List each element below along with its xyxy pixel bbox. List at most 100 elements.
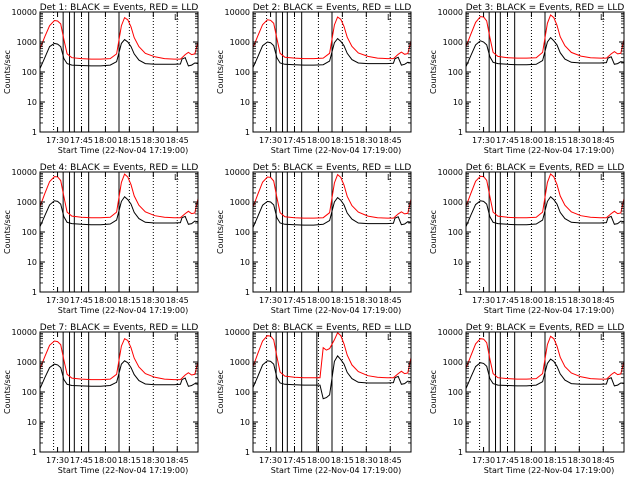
y-tick-label: 100 [448,68,463,77]
y-tick-label: 10000 [12,8,37,17]
events-series-line [465,358,625,389]
y-tick-label: 100 [448,388,463,397]
y-tick-label: 10 [27,418,37,427]
y-axis-label: Counts/sec [216,210,225,254]
y-tick-label: 1000 [17,358,37,367]
corner-mark-label: L [174,173,179,182]
y-tick-label: 100 [235,388,250,397]
events-series-line [39,360,199,389]
y-tick-label: 1 [458,448,463,457]
detector-panel-7: L 1 10 100 1000 10000 17:30 17:45 18:00 18:15 18:3… [3,323,199,475]
y-tick-label: 10 [453,98,463,107]
panel-title: Det 6: BLACK = Events, RED = LLD [466,163,625,173]
lld-series-line [252,173,412,219]
x-axis-label: Start Time (22-Nov-04 17:19:00) [271,466,401,475]
x-tick-label: 18:00 [307,456,330,465]
x-tick-label: 18:30 [355,456,378,465]
lld-series-line [252,331,412,379]
y-axis-label: Counts/sec [3,370,12,414]
y-tick-label: 1 [245,448,250,457]
x-tick-label: 18:15 [544,136,567,145]
y-tick-label: 100 [22,68,37,77]
corner-mark-label: L [600,13,605,22]
x-tick-label: 18:30 [568,456,591,465]
x-tick-label: 18:15 [118,456,141,465]
y-tick-label: 10 [27,98,37,107]
corner-mark-label: L [600,173,605,182]
x-tick-label: 17:45 [283,456,306,465]
y-tick-label: 10 [27,258,37,267]
y-tick-label: 100 [448,228,463,237]
events-series-line [252,196,412,228]
x-tick-label: 17:45 [70,456,93,465]
x-tick-label: 18:45 [166,456,189,465]
x-tick-label: 18:00 [520,296,543,305]
detector-panel-9: L 1 10 100 1000 10000 17:30 17:45 18:00 18:15 18:3… [429,323,625,475]
panel-title: Det 3: BLACK = Events, RED = LLD [466,3,625,13]
y-axis-label: Counts/sec [3,210,12,254]
detector-panel-3: L 1 10 100 1000 10000 17:30 17:45 18:00 18:15 18:3… [429,3,625,155]
panel-title: Det 1: BLACK = Events, RED = LLD [40,3,199,13]
x-tick-label: 18:30 [568,136,591,145]
x-tick-label: 17:30 [46,136,69,145]
x-tick-label: 17:45 [496,296,519,305]
x-tick-label: 17:45 [283,296,306,305]
y-axis-label: Counts/sec [216,50,225,94]
panel-title: Det 7: BLACK = Events, RED = LLD [40,323,199,333]
x-tick-label: 18:45 [379,136,402,145]
corner-mark-label: L [387,13,392,22]
y-tick-label: 10 [453,418,463,427]
x-tick-label: 17:30 [46,296,69,305]
events-series-line [39,38,199,69]
x-tick-label: 18:15 [544,456,567,465]
y-tick-label: 1 [32,128,37,137]
x-axis-label: Start Time (22-Nov-04 17:19:00) [484,146,614,155]
panel-title: Det 8: BLACK = Events, RED = LLD [253,323,412,333]
x-axis-label: Start Time (22-Nov-04 17:19:00) [58,466,188,475]
y-tick-label: 100 [235,68,250,77]
corner-mark-label: L [387,173,392,182]
lld-series-line [39,16,199,60]
y-tick-label: 1000 [230,198,250,207]
x-tick-label: 18:45 [592,296,615,305]
x-tick-label: 18:30 [355,296,378,305]
x-tick-label: 17:30 [472,296,495,305]
panel-title: Det 5: BLACK = Events, RED = LLD [253,163,412,173]
x-tick-label: 17:30 [472,136,495,145]
x-tick-label: 18:15 [331,136,354,145]
detector-panel-2: L 1 10 100 1000 10000 17:30 17:45 18:00 18:15 18:3… [216,3,412,155]
y-tick-label: 1 [458,128,463,137]
x-tick-label: 18:15 [544,296,567,305]
panel-title: Det 9: BLACK = Events, RED = LLD [466,323,625,333]
lld-series-line [465,173,625,219]
y-tick-label: 1000 [230,358,250,367]
y-axis-label: Counts/sec [216,370,225,414]
x-tick-label: 18:00 [94,296,117,305]
y-tick-label: 10 [453,258,463,267]
y-tick-label: 1 [245,288,250,297]
x-tick-label: 18:45 [379,456,402,465]
x-tick-label: 18:00 [94,456,117,465]
y-tick-label: 10000 [438,8,463,17]
y-tick-label: 100 [235,228,250,237]
x-tick-label: 17:30 [259,296,282,305]
panel-title: Det 4: BLACK = Events, RED = LLD [40,163,199,173]
lld-series-line [465,335,625,380]
x-tick-label: 17:45 [496,456,519,465]
x-tick-label: 18:30 [142,296,165,305]
x-tick-label: 18:00 [94,136,117,145]
x-tick-label: 17:30 [259,456,282,465]
x-tick-label: 18:45 [592,456,615,465]
y-tick-label: 1 [245,128,250,137]
events-series-line [39,195,199,227]
y-tick-label: 10000 [438,168,463,177]
y-tick-label: 100 [22,228,37,237]
y-tick-label: 100 [22,388,37,397]
x-tick-label: 18:15 [118,296,141,305]
lld-series-line [39,173,199,219]
y-tick-label: 1000 [443,358,463,367]
y-tick-label: 1000 [443,198,463,207]
corner-mark-label: L [174,13,179,22]
x-axis-label: Start Time (22-Nov-04 17:19:00) [58,306,188,315]
